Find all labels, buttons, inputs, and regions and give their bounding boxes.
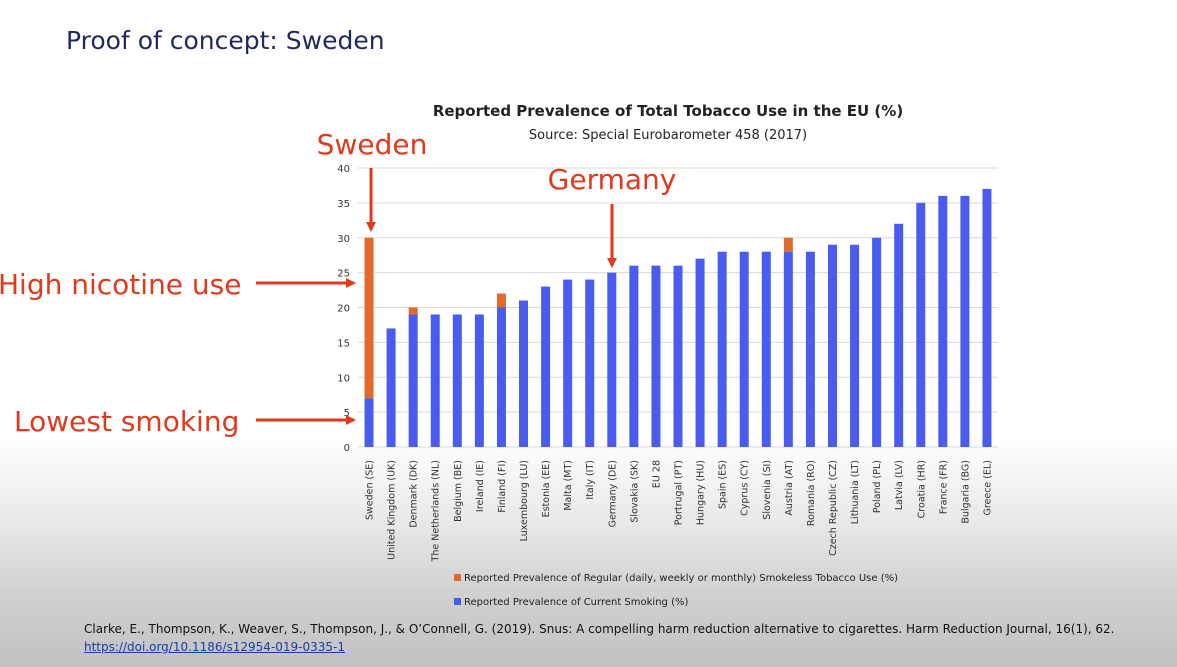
y-tick-label: 30 — [337, 234, 350, 245]
bar-smoking — [629, 265, 639, 447]
legend-swatch-smoking — [454, 598, 461, 605]
bar-smoking — [827, 244, 837, 447]
x-category-label: Estonia (EE) — [541, 460, 552, 517]
x-category-label: United Kingdom (UK) — [387, 460, 398, 560]
x-category-label: Austria (AT) — [784, 460, 795, 516]
bar-smoking — [850, 244, 860, 447]
y-tick-label: 25 — [337, 269, 350, 280]
citation: Clarke, E., Thompson, K., Weaver, S., Th… — [84, 620, 1144, 656]
y-tick-label: 0 — [344, 443, 350, 454]
legend-swatch-smokeless — [454, 574, 461, 581]
bar-smoking — [519, 300, 529, 447]
x-category-label: Bulgaria (BG) — [960, 460, 971, 524]
x-category-label: Greece (EL) — [982, 460, 993, 516]
x-category-label: Slovakia (SK) — [629, 460, 640, 523]
x-category-label: Spain (ES) — [718, 460, 729, 509]
x-category-label: Sweden (SE) — [365, 460, 376, 520]
y-tick-label: 5 — [344, 408, 350, 419]
x-category-label: The Netherlands (NL) — [431, 460, 442, 562]
bar-smoking — [717, 251, 727, 447]
bar-smoking — [430, 314, 440, 447]
chart-title: Reported Prevalence of Total Tobacco Use… — [433, 102, 903, 120]
annotation-germany: Germany — [548, 163, 677, 196]
bar-smoking — [541, 286, 551, 447]
x-category-label: Germany (DE) — [607, 460, 618, 527]
y-tick-label: 20 — [337, 304, 350, 315]
bar-smoking — [585, 279, 595, 447]
bar-smoking — [761, 251, 771, 447]
x-category-label: Latvia (LV) — [894, 460, 905, 510]
x-category-label: EU 28 — [651, 460, 662, 488]
x-category-label: Luxembourg (LU) — [519, 460, 530, 541]
bar-smokeless — [783, 237, 793, 252]
annotation-high-nicotine: High nicotine use — [0, 268, 242, 301]
bar-smoking — [386, 328, 396, 447]
bar-smoking — [364, 398, 374, 447]
x-category-label: Cyprus (CY) — [740, 460, 751, 516]
bar-smoking — [982, 188, 992, 448]
bar-smoking — [783, 251, 793, 447]
bar-smoking — [960, 195, 970, 447]
bar-smoking — [474, 314, 484, 447]
x-category-label: Czech Republic (CZ) — [828, 460, 839, 556]
annotation-lowest-smoking: Lowest smoking — [14, 405, 239, 438]
legend-label-smoking: Reported Prevalence of Current Smoking (… — [464, 597, 688, 608]
citation-text: Clarke, E., Thompson, K., Weaver, S., Th… — [84, 622, 1115, 636]
bar-smoking — [452, 314, 462, 447]
x-category-label: Finland (FI) — [497, 460, 508, 513]
y-tick-label: 35 — [337, 199, 350, 210]
x-category-label: Romania (RO) — [806, 460, 817, 526]
x-category-label: Croatia (HR) — [916, 460, 927, 518]
x-category-label: Belgium (BE) — [453, 460, 464, 522]
bar-smoking — [872, 237, 882, 447]
x-category-label: Slovenia (SI) — [762, 460, 773, 520]
bar-smoking — [894, 223, 904, 447]
annotation-sweden: Sweden — [317, 128, 428, 161]
bar-smoking — [607, 272, 617, 447]
x-category-label: Italy (IT) — [585, 460, 596, 500]
x-category-label: Denmark (DK) — [409, 460, 420, 528]
bar-smoking — [938, 195, 948, 447]
y-tick-label: 10 — [337, 373, 350, 384]
x-category-label: Portrugal (PT) — [674, 460, 685, 525]
bar-smokeless — [364, 237, 374, 399]
y-axis-ticks: 0 5 10 15 20 25 30 35 40 — [337, 164, 350, 454]
y-tick-label: 40 — [337, 164, 350, 175]
citation-link[interactable]: https://doi.org/10.1186/s12954-019-0335-… — [84, 640, 346, 654]
bar-smoking — [805, 251, 815, 447]
legend-label-smokeless: Reported Prevalence of Regular (daily, w… — [464, 573, 898, 584]
bar-smoking — [408, 314, 418, 447]
y-tick-label: 15 — [337, 338, 350, 349]
bar-smoking — [739, 251, 749, 447]
x-category-label: Poland (PL) — [872, 460, 883, 513]
x-category-label: Ireland (IE) — [475, 460, 486, 512]
x-category-label: France (FR) — [938, 460, 949, 514]
bar-smoking — [695, 258, 705, 447]
x-category-label: Hungary (HU) — [696, 460, 707, 525]
chart-bars — [364, 188, 992, 448]
bar-smoking — [496, 307, 506, 447]
x-category-label: Malta (MT) — [563, 460, 574, 511]
x-category-label: Lithuania (LT) — [850, 460, 861, 524]
slide-title: Proof of concept: Sweden — [66, 26, 385, 55]
bar-smokeless — [408, 307, 418, 315]
bar-smoking — [651, 265, 661, 447]
bar-smoking — [563, 279, 573, 447]
chart-subtitle: Source: Special Eurobarometer 458 (2017) — [529, 128, 807, 143]
bar-smoking — [673, 265, 683, 447]
bar-smoking — [916, 202, 926, 447]
bar-smokeless — [496, 293, 506, 308]
x-axis-labels: Sweden (SE) United Kingdom (UK) Denmark (D… — [365, 460, 994, 562]
